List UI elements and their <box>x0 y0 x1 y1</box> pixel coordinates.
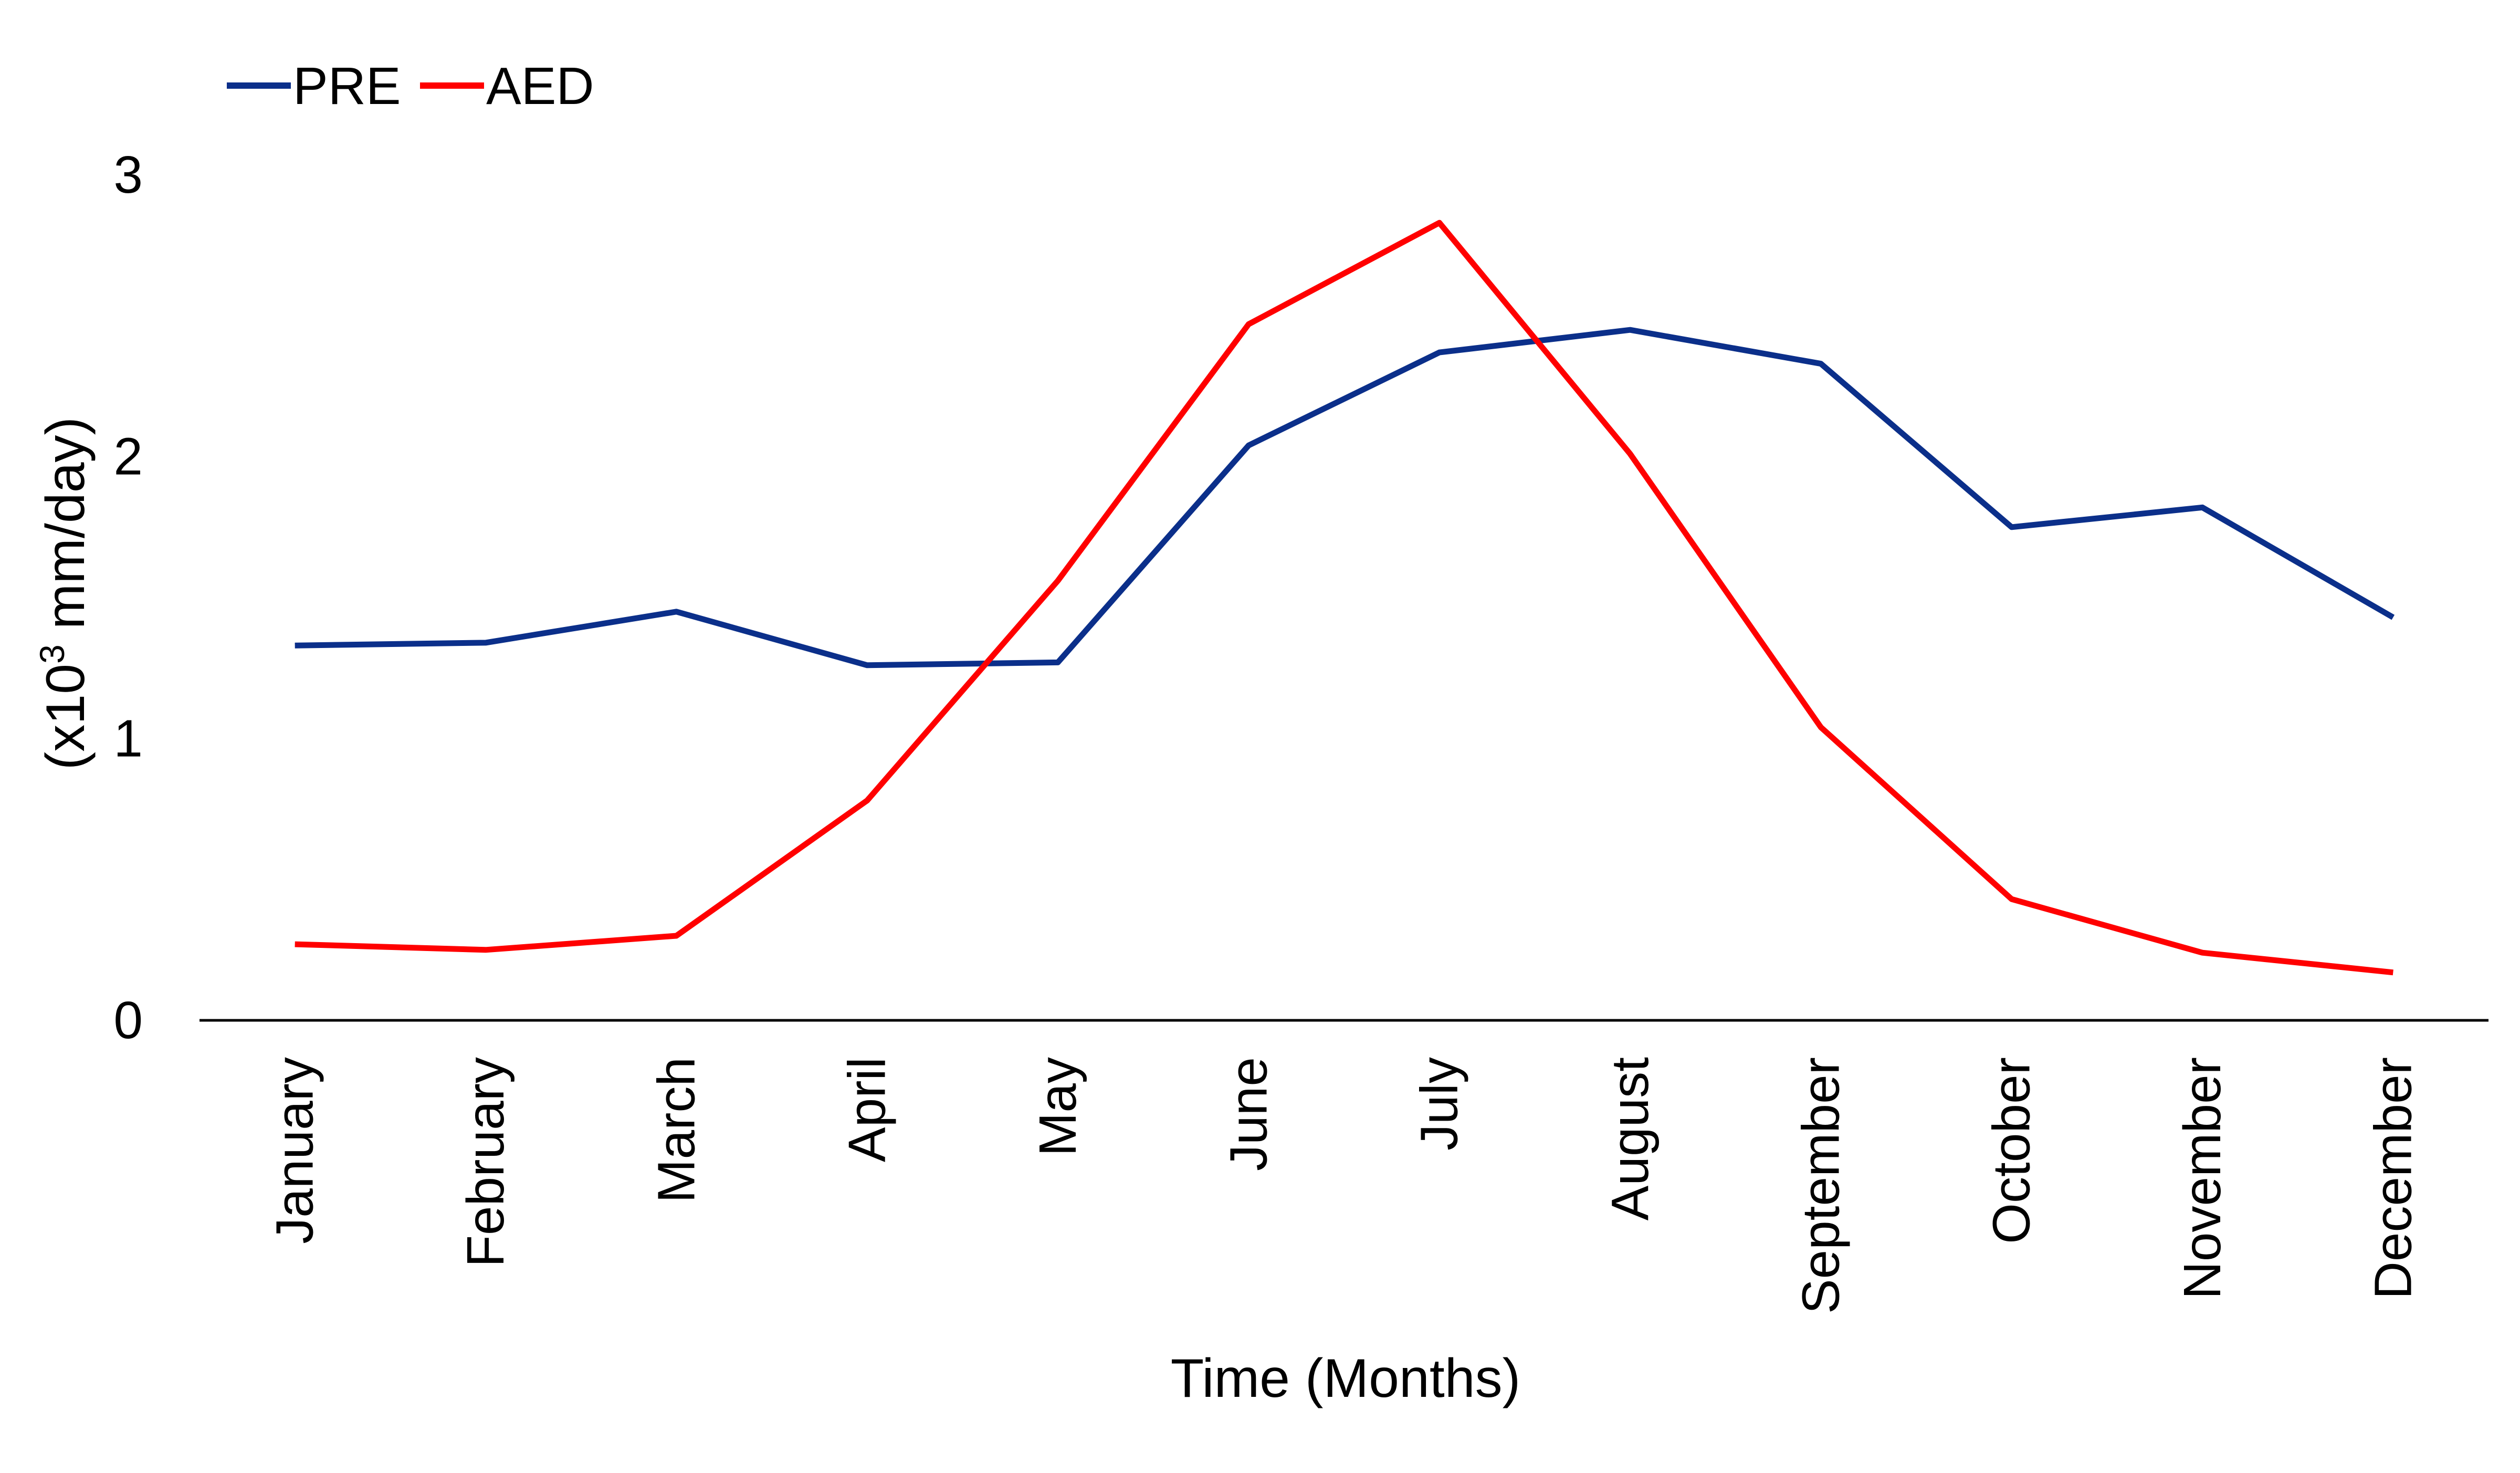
x-tick-label: December <box>2364 1057 2422 1299</box>
x-axis: January February March April May June July Augu… <box>200 1019 2488 1314</box>
y-tick-label: 2 <box>113 427 143 486</box>
x-tick-label: July <box>1410 1057 1469 1151</box>
y-tick-label: 0 <box>113 991 143 1050</box>
y-tick-label: 3 <box>113 145 143 204</box>
x-tick-label: October <box>1982 1057 2041 1244</box>
series-line-pre <box>295 327 2395 668</box>
x-tick-label: March <box>647 1057 706 1203</box>
x-tick-label: February <box>456 1057 515 1267</box>
x-tick-label: August <box>1601 1057 1660 1221</box>
legend-label-aed: AED <box>486 57 594 116</box>
y-axis: 0 1 2 3 <box>113 145 143 1050</box>
series-layer <box>295 220 2395 976</box>
x-tick-label: June <box>1219 1057 1278 1171</box>
series-line-aed <box>295 220 2393 976</box>
x-tick-label: January <box>266 1057 324 1244</box>
x-axis-label: Time (Months) <box>1171 1348 1520 1409</box>
y-axis-label: (x103 mm/day) <box>33 417 96 770</box>
x-tick-label: April <box>838 1057 897 1162</box>
x-tick-label: November <box>2173 1057 2232 1299</box>
x-tick-label: September <box>1791 1057 1850 1314</box>
y-tick-label: 1 <box>113 709 143 768</box>
x-tick-label: May <box>1028 1057 1087 1156</box>
legend-label-pre: PRE <box>293 57 401 116</box>
legend: PRE AED <box>227 57 594 116</box>
